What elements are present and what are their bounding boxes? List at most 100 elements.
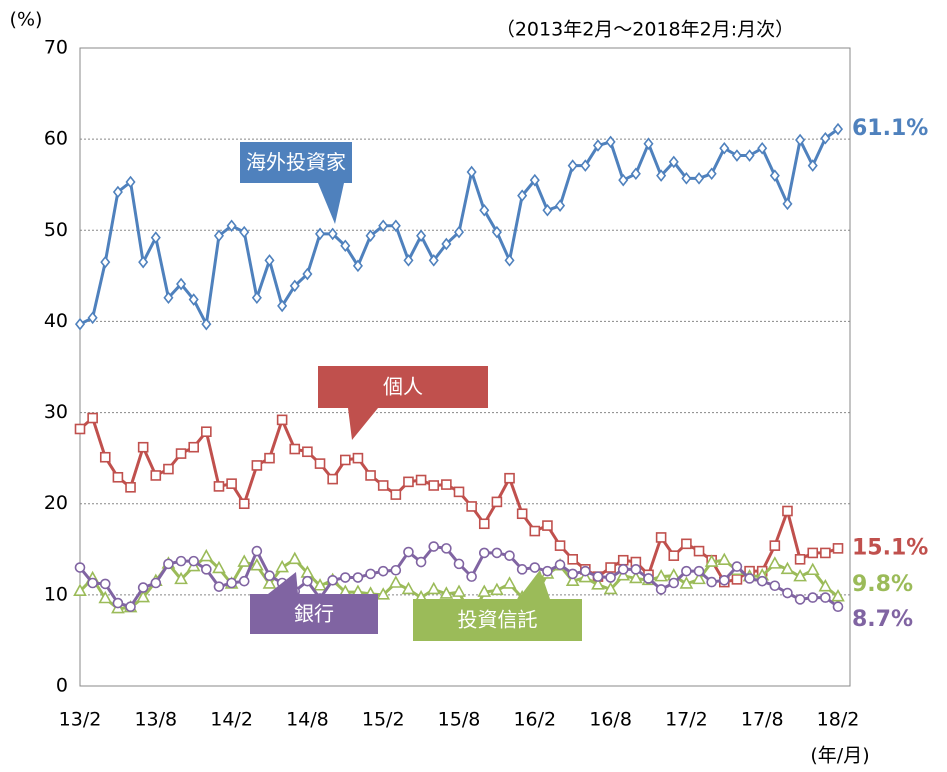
callout-box — [250, 594, 378, 634]
point — [466, 571, 477, 582]
point — [150, 470, 162, 481]
point — [565, 573, 580, 586]
point — [580, 565, 591, 577]
point — [365, 470, 376, 481]
x-tick-label: 17/2 — [665, 709, 708, 731]
point — [477, 584, 492, 597]
point — [74, 423, 86, 435]
point — [403, 546, 414, 558]
point — [125, 482, 136, 493]
point — [643, 573, 654, 584]
point — [250, 558, 264, 571]
point — [99, 578, 111, 590]
x-tick-label: 13/8 — [134, 709, 177, 731]
point — [112, 597, 124, 609]
point — [794, 554, 806, 565]
point — [820, 592, 831, 603]
point — [744, 573, 755, 584]
point — [327, 227, 338, 241]
end-label: 15.1% — [852, 535, 928, 560]
point — [478, 518, 490, 530]
point — [668, 155, 679, 169]
point — [831, 589, 845, 602]
point — [782, 587, 793, 599]
point — [428, 541, 440, 552]
point — [820, 131, 831, 145]
point — [441, 479, 452, 490]
point — [794, 594, 806, 605]
point — [163, 291, 174, 305]
point — [352, 572, 364, 583]
point — [744, 149, 755, 162]
point — [251, 291, 262, 305]
point — [175, 448, 187, 459]
point — [377, 480, 389, 491]
point — [453, 486, 465, 498]
point — [605, 562, 616, 573]
point — [377, 565, 389, 577]
point — [125, 601, 136, 613]
point — [327, 574, 338, 586]
point — [681, 538, 692, 550]
point — [136, 589, 151, 603]
point — [502, 576, 517, 589]
point — [693, 545, 705, 557]
point — [401, 581, 416, 595]
point — [339, 572, 351, 583]
end-label: 8.7% — [852, 607, 913, 632]
point — [466, 165, 477, 179]
point — [731, 561, 743, 572]
point — [516, 564, 528, 575]
point — [287, 551, 302, 565]
point — [237, 554, 252, 567]
point — [188, 555, 199, 567]
y-tick-label: 60 — [44, 128, 68, 150]
callout-label: 海外投資家 — [246, 150, 346, 174]
point — [188, 441, 199, 453]
point — [655, 532, 667, 543]
point — [756, 575, 768, 587]
point — [251, 545, 263, 557]
point — [769, 169, 780, 182]
point — [201, 317, 212, 331]
point — [137, 441, 149, 453]
point — [542, 520, 553, 531]
point — [439, 586, 454, 599]
x-tick-label: 16/8 — [589, 709, 632, 731]
point — [694, 172, 705, 185]
point — [188, 293, 199, 306]
point — [87, 577, 98, 589]
point — [617, 554, 629, 566]
point — [605, 135, 616, 149]
point — [390, 219, 401, 233]
callout-pointer — [518, 570, 550, 599]
point — [478, 547, 490, 559]
point — [112, 185, 123, 199]
point — [769, 580, 781, 592]
x-tick-label: 16/2 — [513, 709, 556, 731]
point — [262, 576, 277, 589]
point — [617, 564, 629, 575]
callout-box — [240, 142, 352, 183]
point — [276, 414, 288, 426]
point — [212, 560, 226, 574]
point — [376, 587, 391, 600]
callout-label: 個人 — [383, 375, 423, 399]
point — [681, 565, 692, 577]
point — [239, 225, 250, 239]
point — [832, 122, 844, 136]
point — [150, 577, 162, 589]
point — [289, 279, 300, 293]
y-tick-label: 30 — [44, 401, 68, 423]
point — [603, 581, 618, 595]
point — [365, 568, 376, 580]
point — [655, 584, 667, 595]
point — [616, 568, 631, 581]
point — [567, 554, 579, 565]
point — [491, 496, 503, 508]
point — [163, 558, 174, 570]
point — [491, 225, 502, 239]
point — [201, 426, 212, 438]
point — [706, 167, 717, 181]
point — [403, 254, 414, 267]
